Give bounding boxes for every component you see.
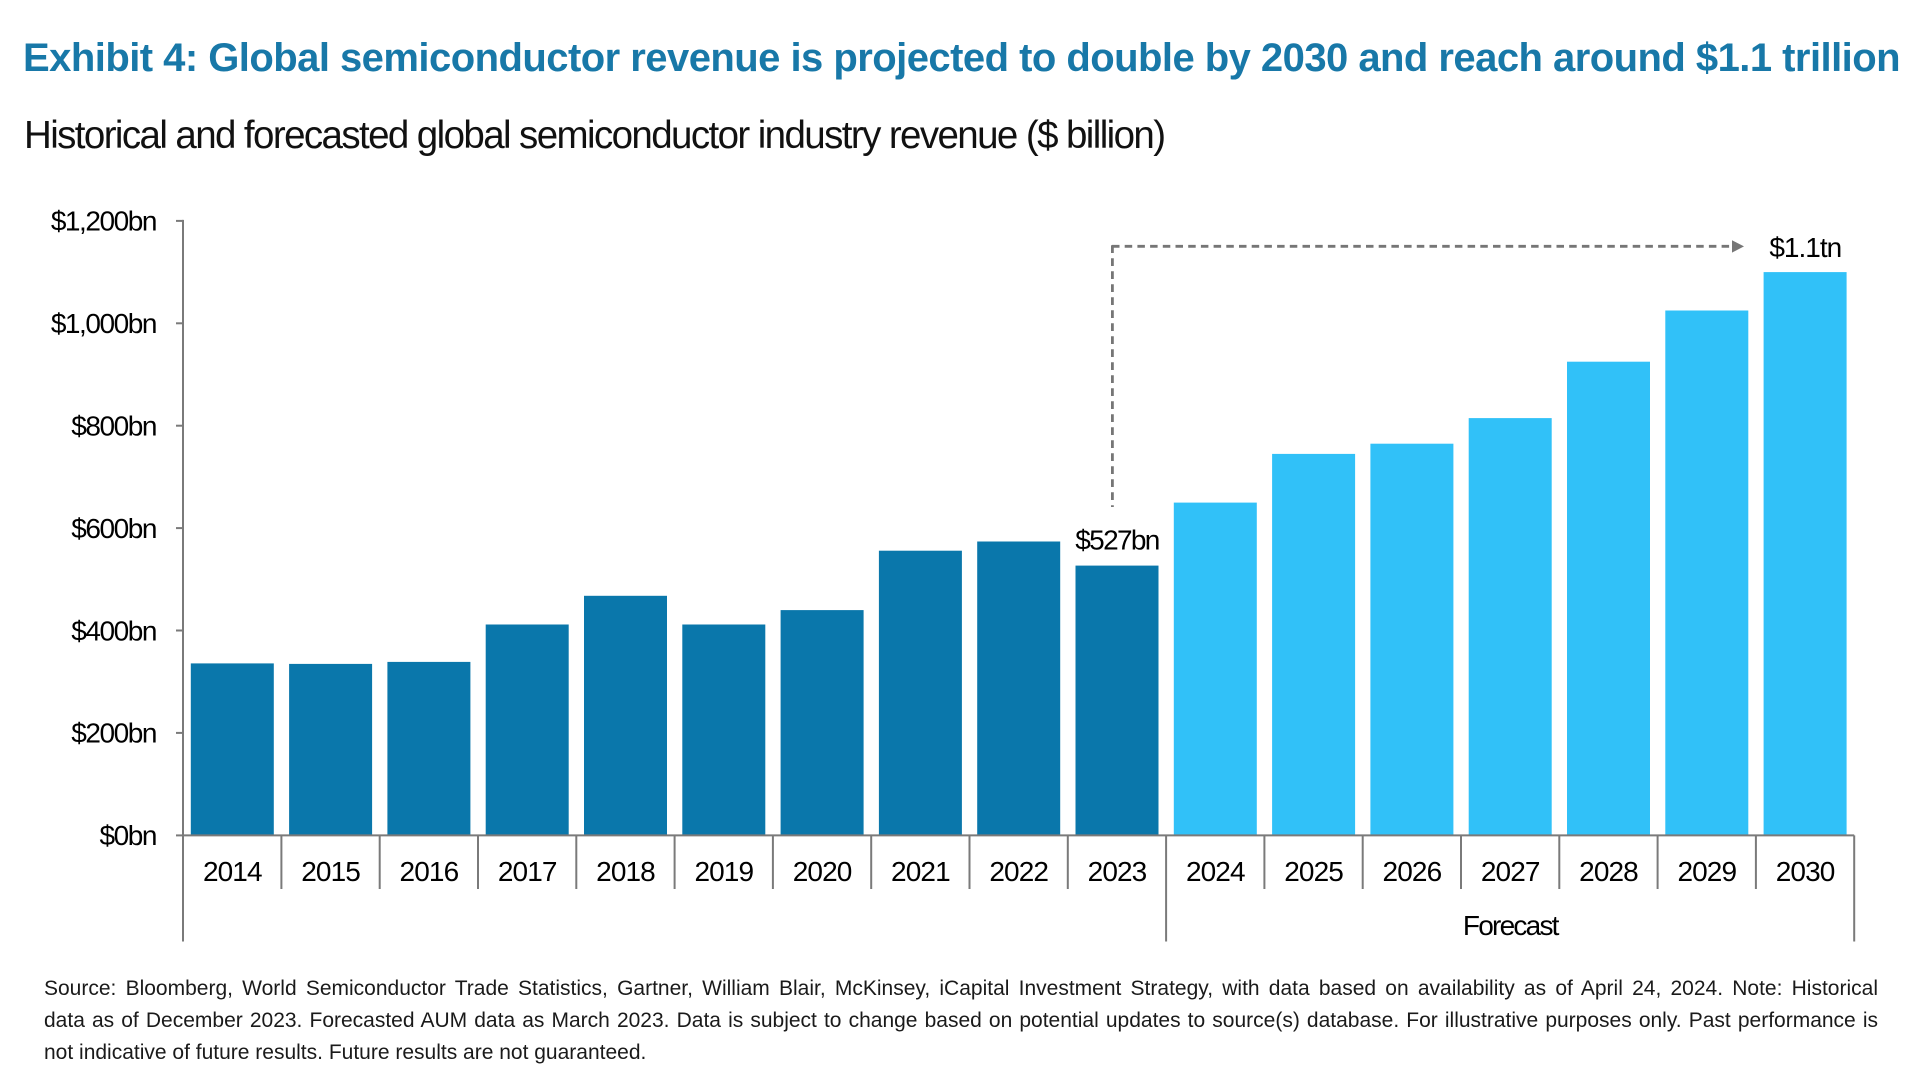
svg-text:$1.1tn: $1.1tn (1769, 232, 1841, 263)
svg-text:$0bn: $0bn (100, 820, 157, 851)
svg-text:2027: 2027 (1481, 856, 1540, 887)
svg-text:$1,000bn: $1,000bn (51, 308, 156, 339)
svg-text:2023: 2023 (1088, 856, 1147, 887)
svg-text:$400bn: $400bn (71, 615, 156, 646)
svg-text:2021: 2021 (891, 856, 950, 887)
svg-text:$527bn: $527bn (1075, 525, 1159, 556)
svg-text:2025: 2025 (1284, 856, 1343, 887)
svg-text:2022: 2022 (989, 856, 1048, 887)
svg-text:$200bn: $200bn (71, 718, 156, 749)
svg-text:2014: 2014 (203, 856, 262, 887)
svg-text:$600bn: $600bn (71, 513, 156, 544)
svg-text:2029: 2029 (1677, 856, 1736, 887)
svg-text:2024: 2024 (1186, 856, 1245, 887)
svg-text:2030: 2030 (1776, 856, 1835, 887)
svg-text:$1,200bn: $1,200bn (51, 206, 156, 237)
svg-text:2017: 2017 (498, 856, 557, 887)
svg-text:2020: 2020 (793, 856, 852, 887)
svg-text:2019: 2019 (694, 856, 753, 887)
svg-text:2026: 2026 (1383, 856, 1442, 887)
svg-text:Forecast: Forecast (1463, 910, 1560, 941)
svg-text:$800bn: $800bn (71, 411, 156, 442)
svg-text:2028: 2028 (1579, 856, 1638, 887)
svg-text:2018: 2018 (596, 856, 655, 887)
svg-text:2016: 2016 (400, 856, 459, 887)
svg-text:2015: 2015 (301, 856, 360, 887)
